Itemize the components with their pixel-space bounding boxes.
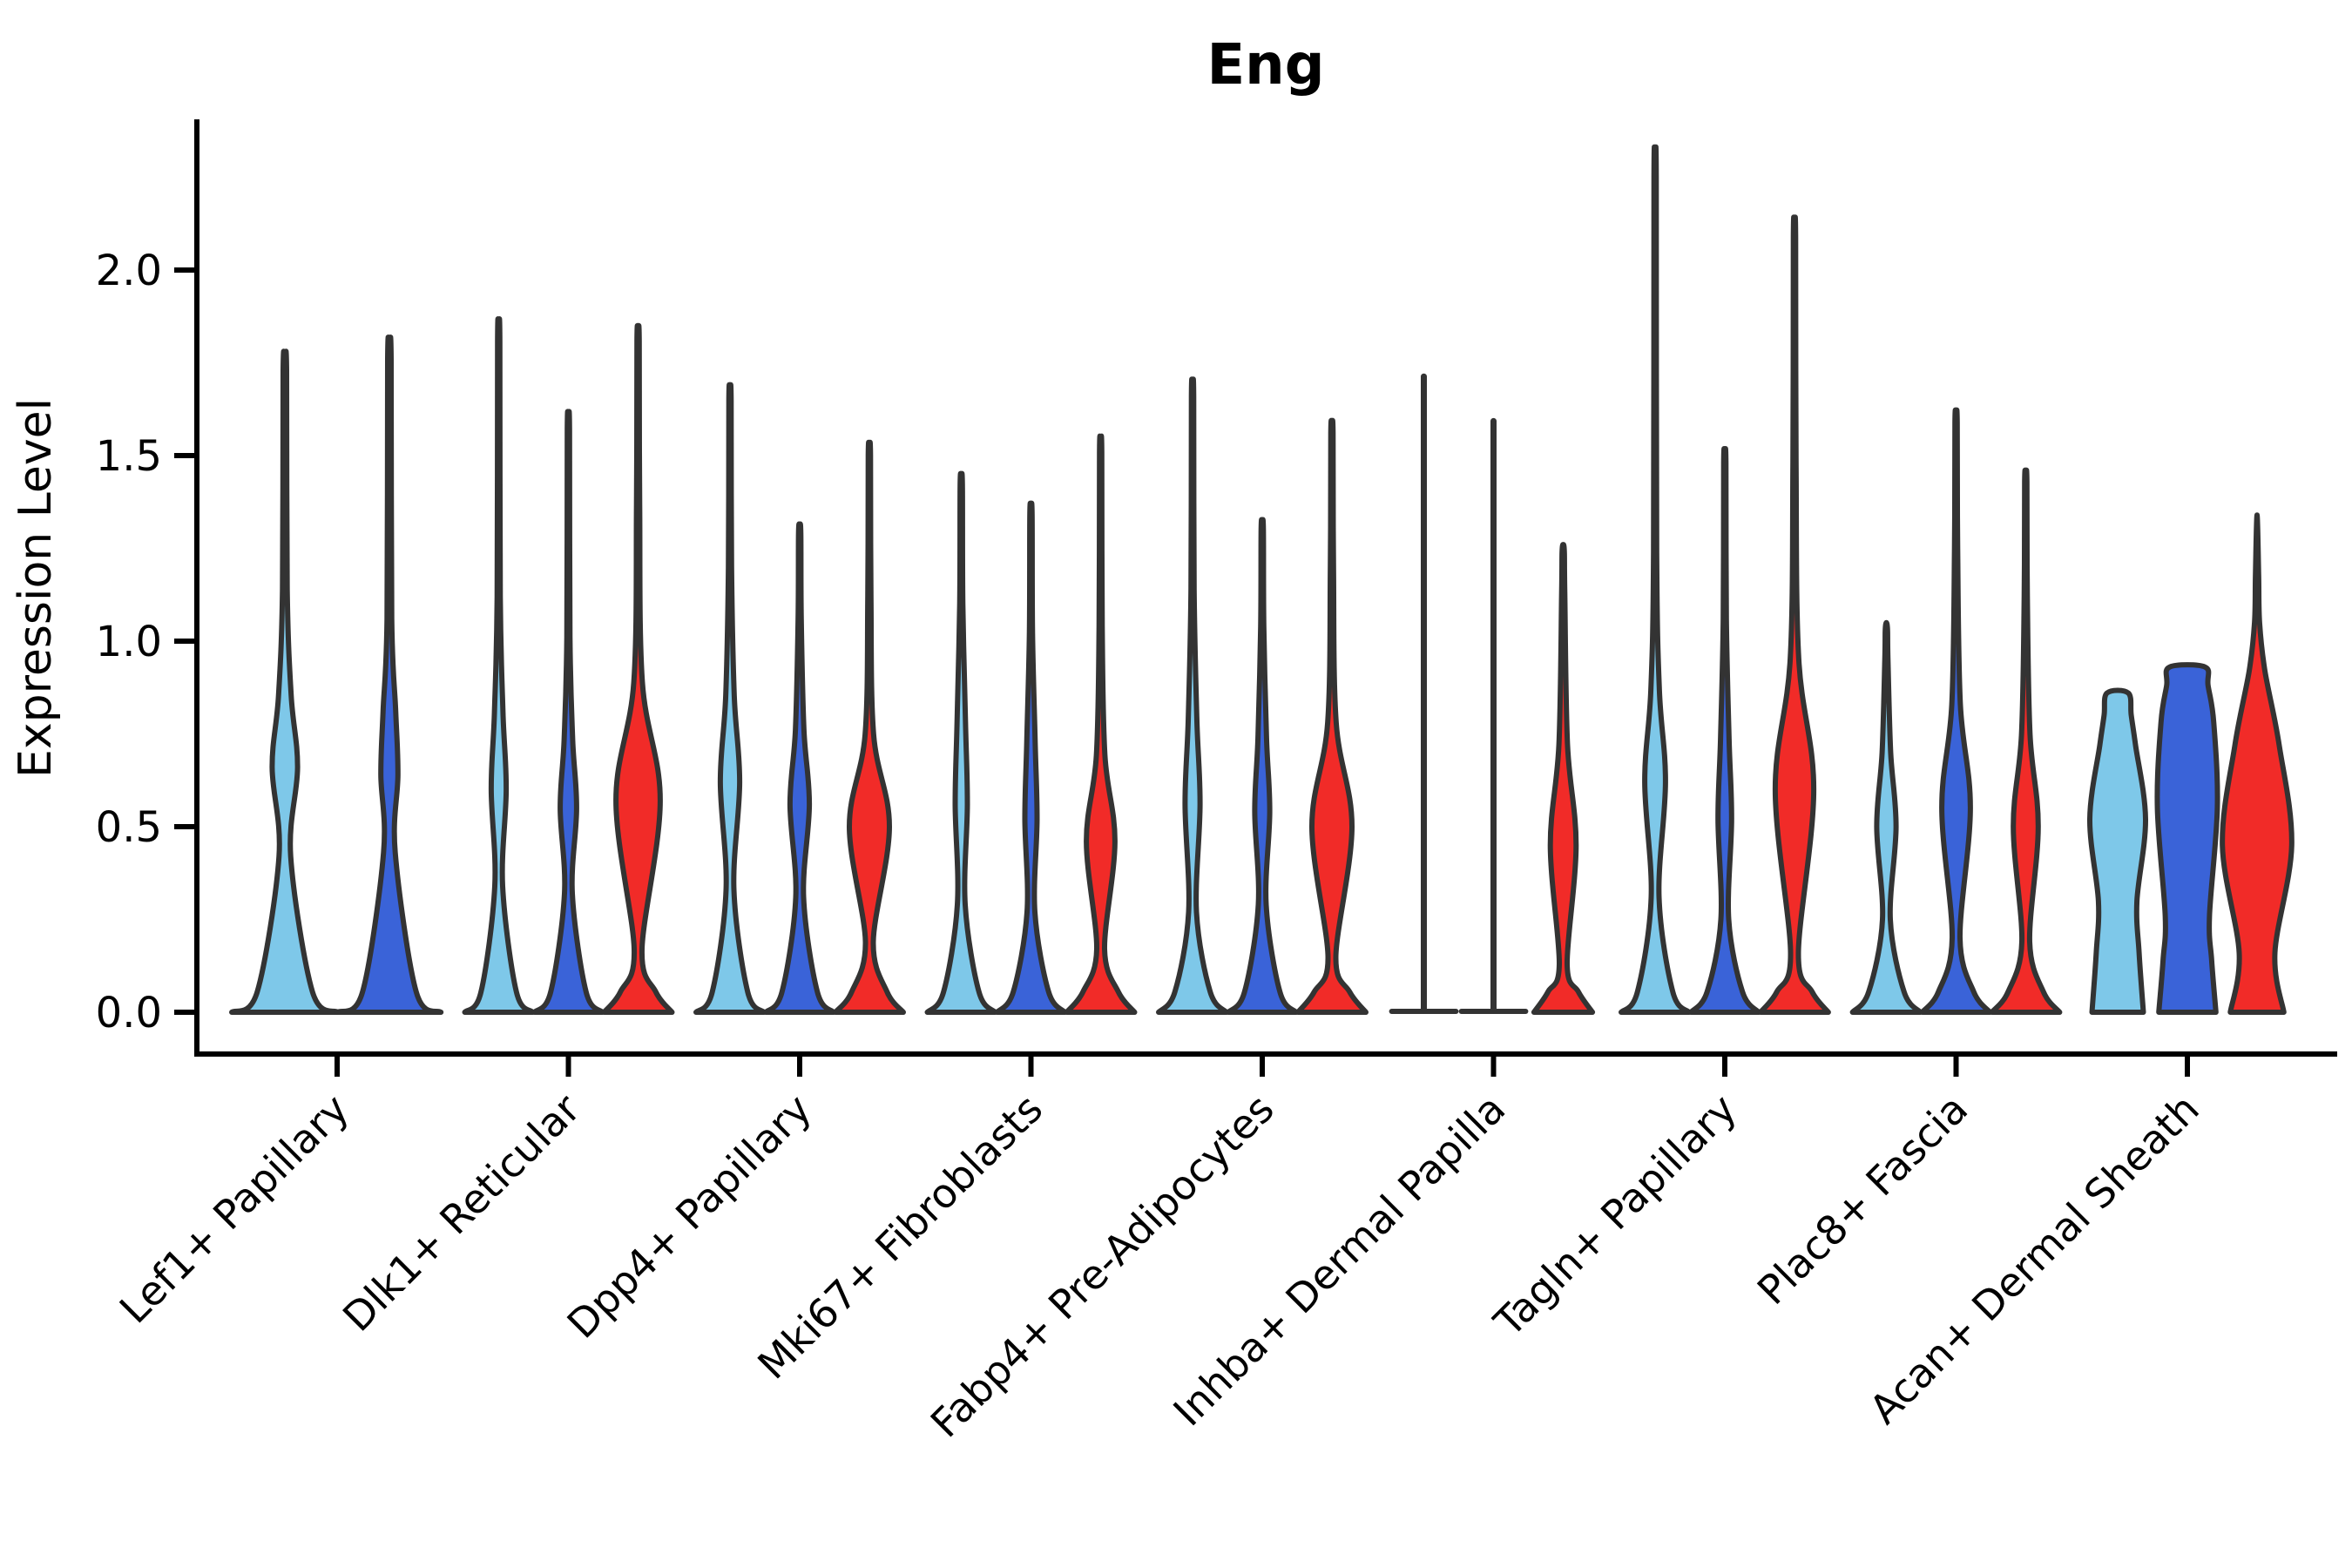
- violin-light_blue-acan: [2086, 687, 2149, 1015]
- y-tick-label: 1.0: [96, 618, 162, 666]
- violin-red-acan: [2220, 512, 2295, 1015]
- violin-dark_blue-lef1: [335, 335, 444, 1015]
- violin-dark_blue-acan: [2154, 662, 2220, 1015]
- y-tick-label: 0.5: [96, 803, 162, 852]
- y-tick-label: 1.5: [96, 432, 162, 481]
- violin-red-mki67: [1064, 433, 1138, 1015]
- violin-dark_blue-dlk1: [531, 409, 605, 1015]
- x-tick-label: Dpp4+ Papillary: [558, 1085, 821, 1348]
- violin-dark_blue-fabp4: [1226, 517, 1299, 1015]
- x-tick-label: Plac8+ Fascia: [1748, 1085, 1977, 1314]
- violin-red-inhba: [1531, 542, 1596, 1015]
- violin-red-plac8: [1989, 467, 2063, 1015]
- chart-title: Eng: [1206, 33, 1325, 98]
- x-tick-label: Tagln+ Papillary: [1484, 1085, 1746, 1347]
- x-tick-label: Dlk1+ Reticular: [334, 1085, 589, 1341]
- y-axis-label: Expression Level: [10, 398, 62, 778]
- violin-light_blue-dlk1: [462, 316, 536, 1015]
- violin-red-fabp4: [1295, 417, 1369, 1015]
- violin-dark_blue-plac8: [1919, 407, 1993, 1015]
- y-tick-label: 0.0: [96, 989, 162, 1037]
- violin-light_blue-tagln: [1619, 144, 1692, 1015]
- violin-dark_blue-mki67: [994, 500, 1068, 1015]
- violin-light_blue-mki67: [924, 470, 998, 1015]
- x-tick-label: Lef1+ Papillary: [111, 1085, 358, 1333]
- violin-light_blue-lef1: [229, 348, 341, 1015]
- violin-light_blue-fabp4: [1156, 376, 1229, 1015]
- violin-light_blue-plac8: [1849, 619, 1923, 1015]
- axis-spines: [194, 119, 2337, 1057]
- y-tick-label: 2.0: [96, 247, 162, 295]
- violin-dark_blue-tagln: [1688, 446, 1761, 1015]
- violin-dark_blue-dpp4: [763, 521, 836, 1015]
- violin-red-dpp4: [833, 439, 906, 1015]
- violin-red-tagln: [1758, 214, 1831, 1015]
- violin-light_blue-dpp4: [693, 382, 767, 1015]
- violin-red-dlk1: [601, 322, 675, 1015]
